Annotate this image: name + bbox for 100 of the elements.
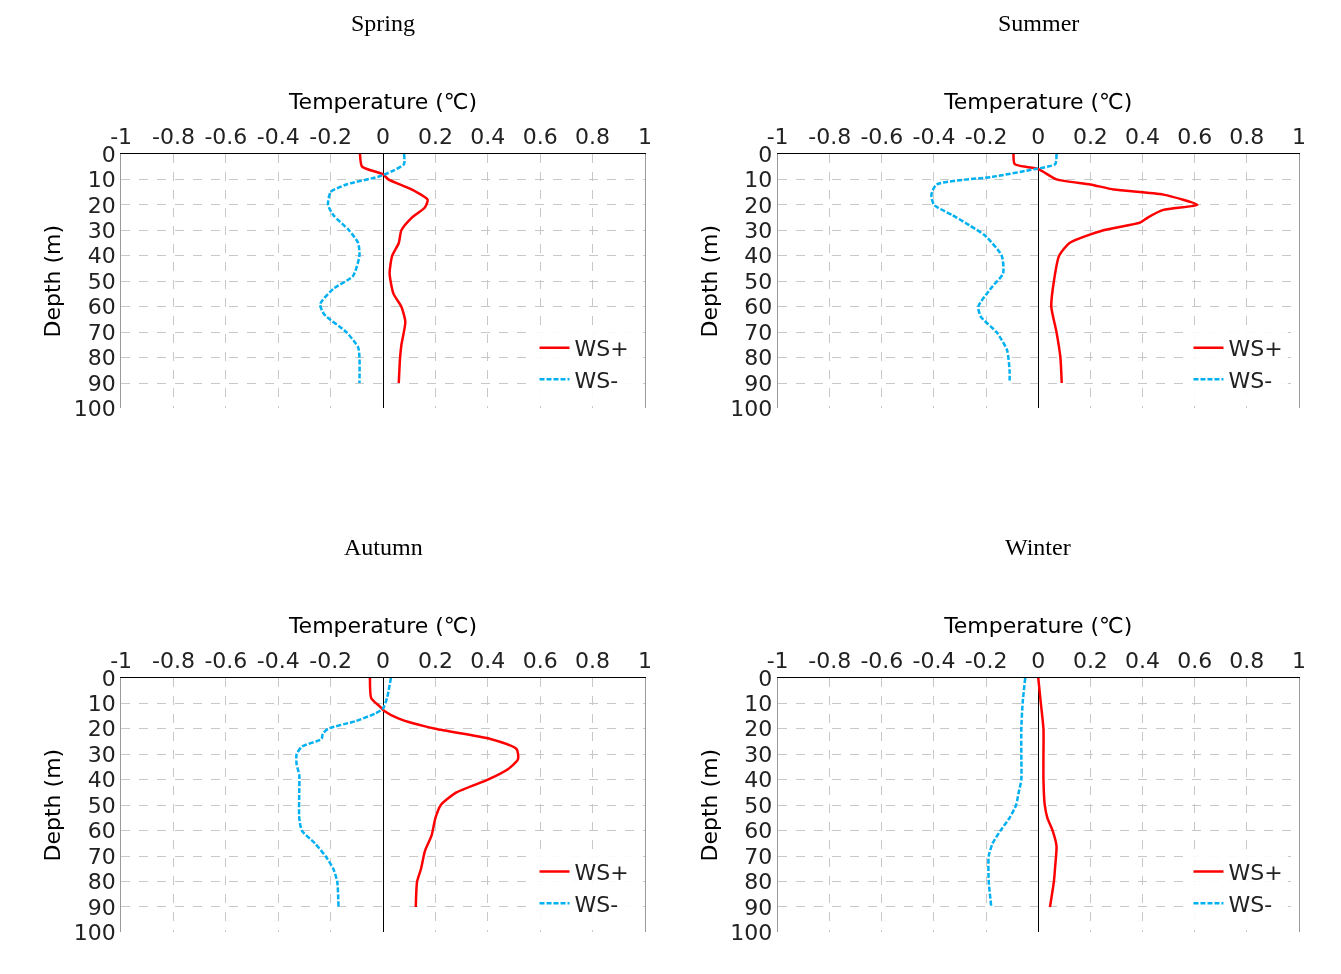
x-tick-label: 0.8 bbox=[575, 124, 611, 150]
x-axis-title: Temperature (℃) bbox=[943, 88, 1133, 114]
y-tick-label: 20 bbox=[744, 716, 773, 742]
y-tick-label: 30 bbox=[87, 741, 116, 767]
legend-label: WS+ bbox=[574, 860, 629, 886]
line-series bbox=[1012, 153, 1199, 385]
y-tick-label: 60 bbox=[87, 294, 116, 320]
y-tick-label: 80 bbox=[744, 345, 773, 371]
y-tick-label: 30 bbox=[744, 741, 773, 767]
x-tick-label: 0.2 bbox=[1072, 124, 1108, 150]
x-tick-label: -0.2 bbox=[309, 647, 353, 673]
x-tick-label: 1 bbox=[1291, 647, 1306, 673]
line-series bbox=[1037, 677, 1058, 909]
y-tick-label: 40 bbox=[87, 243, 116, 269]
y-tick-label: 70 bbox=[744, 843, 773, 869]
y-tick-label: 70 bbox=[87, 843, 116, 869]
y-tick-label: 60 bbox=[744, 818, 773, 844]
y-tick-label: 60 bbox=[87, 818, 116, 844]
line-series bbox=[318, 153, 406, 385]
x-tick-label: -0.4 bbox=[256, 124, 300, 150]
x-tick-label: 0.4 bbox=[470, 647, 506, 673]
x-tick-label: 0.4 bbox=[470, 124, 506, 150]
y-tick-label: 60 bbox=[744, 294, 773, 320]
y-tick-label: 0 bbox=[758, 141, 773, 167]
x-tick-label: 0.8 bbox=[1229, 124, 1265, 150]
x-tick-label: 0.4 bbox=[1125, 647, 1161, 673]
y-tick-label: 10 bbox=[87, 691, 116, 717]
x-tick-label: 1 bbox=[1291, 124, 1306, 150]
x-tick-label: -0.4 bbox=[912, 124, 956, 150]
x-tick-label: -0.2 bbox=[964, 647, 1008, 673]
y-tick-label: 90 bbox=[87, 894, 116, 920]
line-series bbox=[987, 677, 1027, 909]
x-tick-label: -0.8 bbox=[152, 647, 195, 673]
y-tick-label: 40 bbox=[744, 767, 773, 793]
y-tick-label: 90 bbox=[744, 894, 773, 920]
y-tick-label: 100 bbox=[73, 920, 116, 946]
line-series bbox=[295, 677, 393, 909]
y-tick-label: 10 bbox=[744, 691, 773, 717]
y-tick-label: 80 bbox=[744, 869, 773, 895]
y-axis-title: Depth (m) bbox=[40, 748, 66, 862]
x-tick-label: 0.2 bbox=[417, 647, 453, 673]
x-tick-label: -0.8 bbox=[808, 124, 852, 150]
chart-title: Autumn bbox=[344, 534, 423, 560]
y-tick-label: 100 bbox=[730, 920, 773, 946]
line-series bbox=[368, 677, 520, 909]
x-tick-label: 0.6 bbox=[1177, 124, 1213, 150]
x-tick-label: -0.6 bbox=[860, 124, 904, 150]
x-tick-label: 0 bbox=[376, 124, 391, 150]
x-tick-label: 0 bbox=[376, 647, 391, 673]
x-tick-label: 1 bbox=[638, 124, 652, 150]
x-axis-title: Temperature (℃) bbox=[943, 612, 1133, 638]
x-tick-label: 0.2 bbox=[417, 124, 453, 150]
y-tick-label: 0 bbox=[101, 141, 116, 167]
x-tick-label: 0 bbox=[1031, 647, 1046, 673]
y-tick-label: 0 bbox=[101, 665, 116, 691]
x-tick-label: -0.8 bbox=[152, 124, 195, 150]
x-tick-label: -0.6 bbox=[860, 647, 904, 673]
y-tick-label: 30 bbox=[87, 217, 116, 243]
legend-label: WS+ bbox=[1228, 336, 1283, 362]
x-tick-label: 0.6 bbox=[522, 124, 558, 150]
y-tick-label: 50 bbox=[744, 268, 773, 294]
x-tick-label: -0.2 bbox=[964, 124, 1008, 150]
x-tick-label: -0.6 bbox=[204, 124, 248, 150]
y-tick-label: 40 bbox=[87, 767, 116, 793]
legend-label: WS+ bbox=[1228, 860, 1283, 886]
y-tick-label: 50 bbox=[87, 268, 116, 294]
y-tick-label: 70 bbox=[87, 319, 116, 345]
y-tick-label: 90 bbox=[87, 370, 116, 396]
y-tick-label: 70 bbox=[744, 319, 773, 345]
y-tick-label: 20 bbox=[744, 192, 773, 218]
x-tick-label: 0 bbox=[1031, 124, 1046, 150]
legend-label: WS- bbox=[1228, 367, 1273, 393]
y-tick-label: 30 bbox=[744, 217, 773, 243]
y-tick-label: 100 bbox=[73, 396, 116, 422]
x-tick-label: 0.6 bbox=[522, 647, 558, 673]
chart-title: Winter bbox=[1005, 534, 1071, 560]
y-axis-title: Depth (m) bbox=[40, 224, 66, 338]
x-tick-label: 0.8 bbox=[1229, 647, 1265, 673]
y-tick-label: 50 bbox=[87, 792, 116, 818]
x-tick-label: -0.4 bbox=[256, 647, 300, 673]
y-axis-title: Depth (m) bbox=[697, 748, 722, 862]
x-tick-label: -0.4 bbox=[912, 647, 956, 673]
y-tick-label: 0 bbox=[758, 665, 773, 691]
x-tick-label: -0.2 bbox=[309, 124, 353, 150]
legend-label: WS- bbox=[1228, 891, 1273, 917]
x-tick-label: -0.6 bbox=[204, 647, 248, 673]
y-tick-label: 20 bbox=[87, 192, 116, 218]
x-tick-label: 0.8 bbox=[575, 647, 611, 673]
legend-label: WS+ bbox=[574, 336, 629, 362]
y-tick-label: 40 bbox=[744, 243, 773, 269]
legend-label: WS- bbox=[574, 891, 619, 917]
x-axis-title: Temperature (℃) bbox=[287, 612, 478, 638]
y-tick-label: 10 bbox=[87, 167, 116, 193]
y-axis-title: Depth (m) bbox=[697, 224, 722, 338]
y-tick-label: 80 bbox=[87, 345, 116, 371]
x-axis-title: Temperature (℃) bbox=[287, 88, 478, 114]
x-tick-label: 0.4 bbox=[1125, 124, 1161, 150]
x-tick-label: -0.8 bbox=[808, 647, 852, 673]
chart-title: Summer bbox=[998, 10, 1080, 36]
y-tick-label: 90 bbox=[744, 370, 773, 396]
